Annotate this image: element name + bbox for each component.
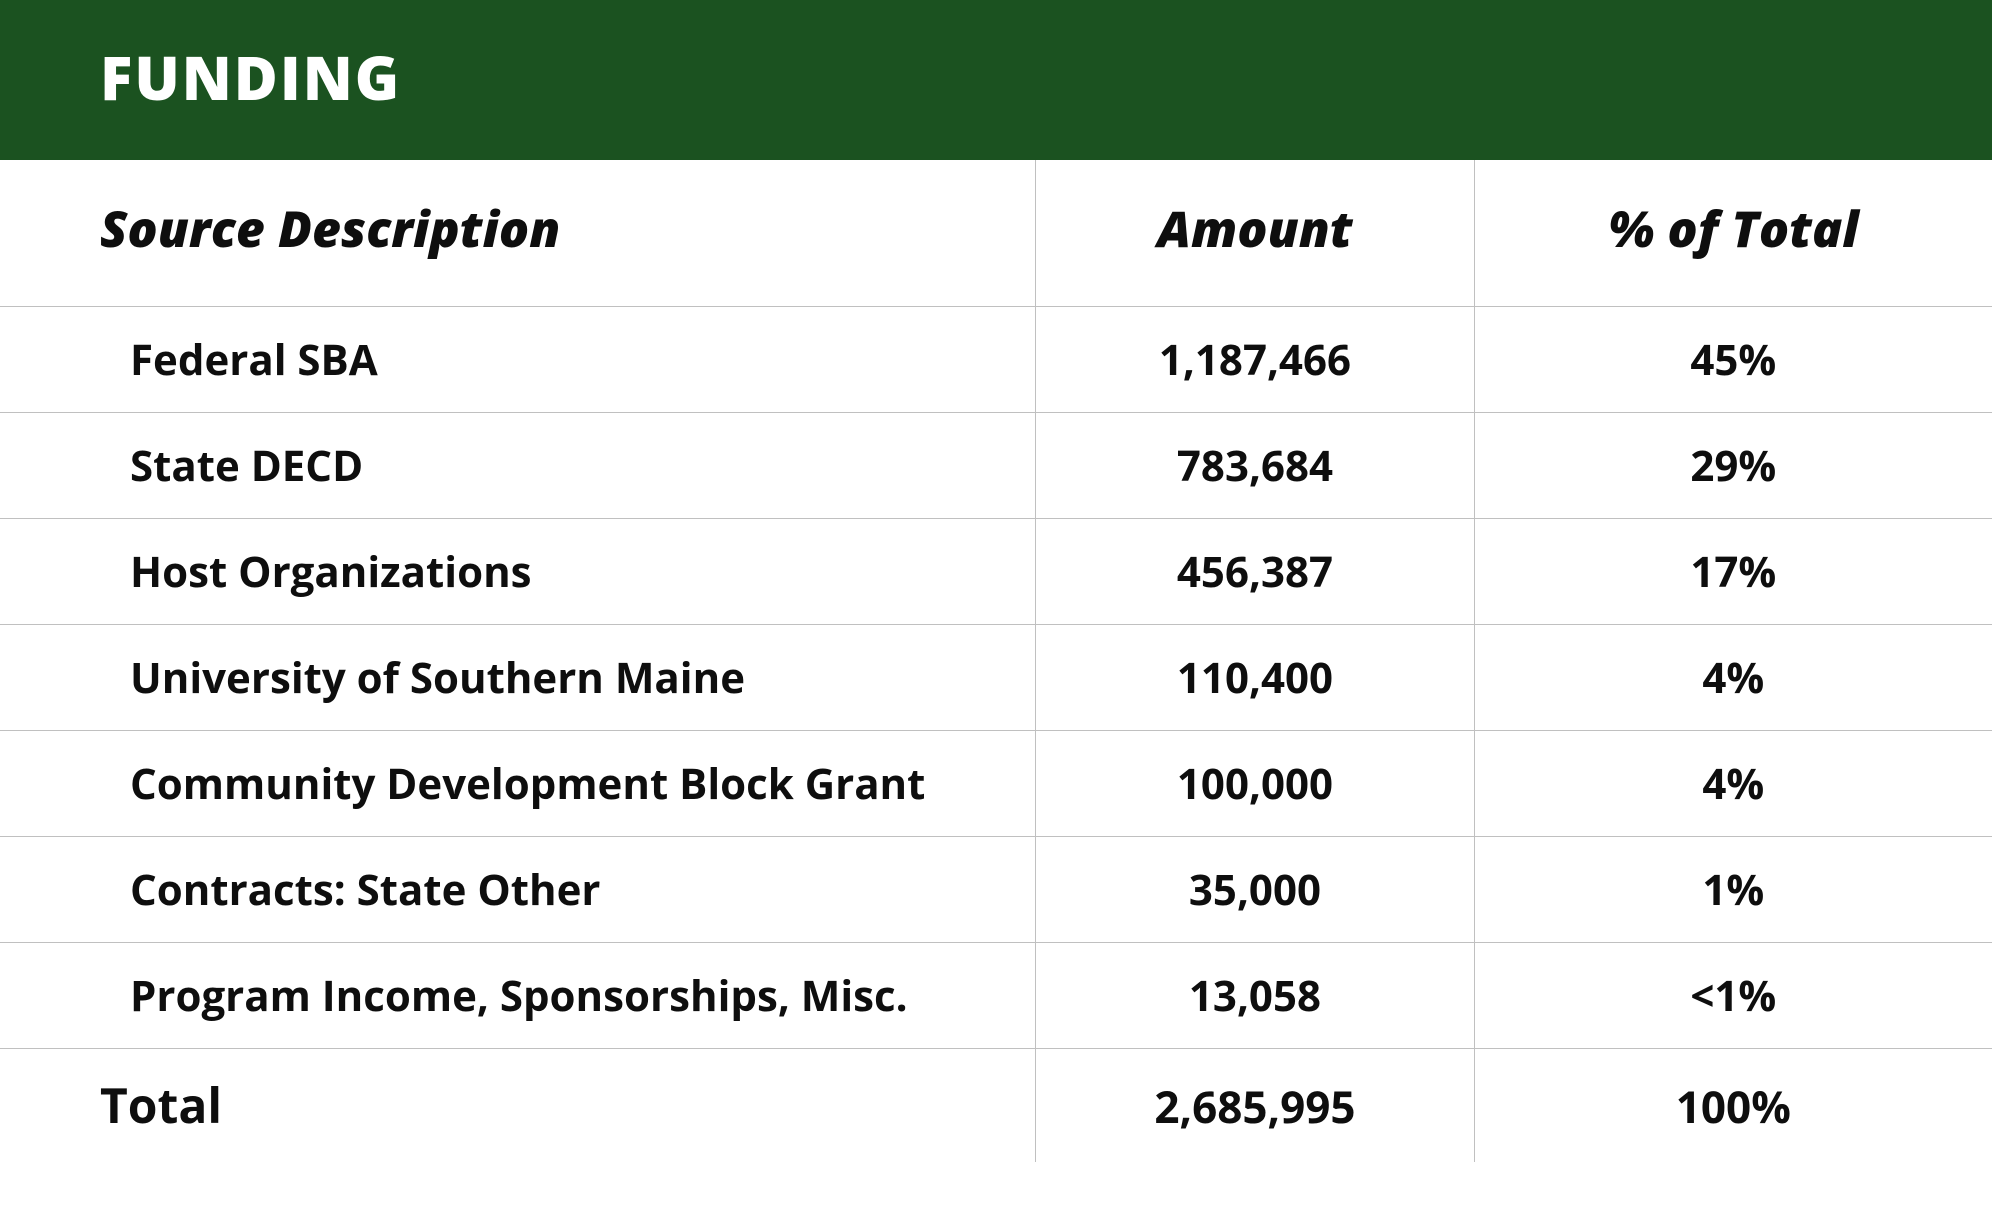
col-header-source: Source Description <box>0 160 1036 307</box>
cell-amount: 35,000 <box>1036 837 1474 943</box>
table-row: Program Income, Sponsorships, Misc. 13,0… <box>0 943 1992 1049</box>
col-header-pct: % of Total <box>1474 160 1992 307</box>
funding-table: Source Description Amount % of Total Fed… <box>0 160 1992 1162</box>
cell-amount: 456,387 <box>1036 519 1474 625</box>
table-row: University of Southern Maine 110,400 4% <box>0 625 1992 731</box>
cell-amount: 100,000 <box>1036 731 1474 837</box>
cell-amount: 783,684 <box>1036 413 1474 519</box>
header-bar: FUNDING <box>0 0 1992 160</box>
table-body: Federal SBA 1,187,466 45% State DECD 783… <box>0 307 1992 1163</box>
cell-pct: 17% <box>1474 519 1992 625</box>
cell-total-pct: 100% <box>1474 1049 1992 1163</box>
cell-source: Program Income, Sponsorships, Misc. <box>0 943 1036 1049</box>
cell-pct: 45% <box>1474 307 1992 413</box>
funding-table-container: FUNDING Source Description Amount % of T… <box>0 0 1992 1162</box>
table-row: Community Development Block Grant 100,00… <box>0 731 1992 837</box>
table-row: State DECD 783,684 29% <box>0 413 1992 519</box>
cell-pct: 4% <box>1474 731 1992 837</box>
cell-amount: 1,187,466 <box>1036 307 1474 413</box>
table-total-row: Total 2,685,995 100% <box>0 1049 1992 1163</box>
cell-amount: 110,400 <box>1036 625 1474 731</box>
cell-pct: <1% <box>1474 943 1992 1049</box>
header-title: FUNDING <box>100 36 1912 118</box>
col-header-amount: Amount <box>1036 160 1474 307</box>
cell-source: Contracts: State Other <box>0 837 1036 943</box>
table-row: Host Organizations 456,387 17% <box>0 519 1992 625</box>
cell-source: Community Development Block Grant <box>0 731 1036 837</box>
cell-total-amount: 2,685,995 <box>1036 1049 1474 1163</box>
cell-pct: 29% <box>1474 413 1992 519</box>
table-header-row: Source Description Amount % of Total <box>0 160 1992 307</box>
cell-amount: 13,058 <box>1036 943 1474 1049</box>
cell-source: University of Southern Maine <box>0 625 1036 731</box>
cell-source: State DECD <box>0 413 1036 519</box>
cell-source: Host Organizations <box>0 519 1036 625</box>
cell-source: Federal SBA <box>0 307 1036 413</box>
table-row: Contracts: State Other 35,000 1% <box>0 837 1992 943</box>
cell-pct: 1% <box>1474 837 1992 943</box>
cell-total-label: Total <box>0 1049 1036 1163</box>
table-row: Federal SBA 1,187,466 45% <box>0 307 1992 413</box>
cell-pct: 4% <box>1474 625 1992 731</box>
